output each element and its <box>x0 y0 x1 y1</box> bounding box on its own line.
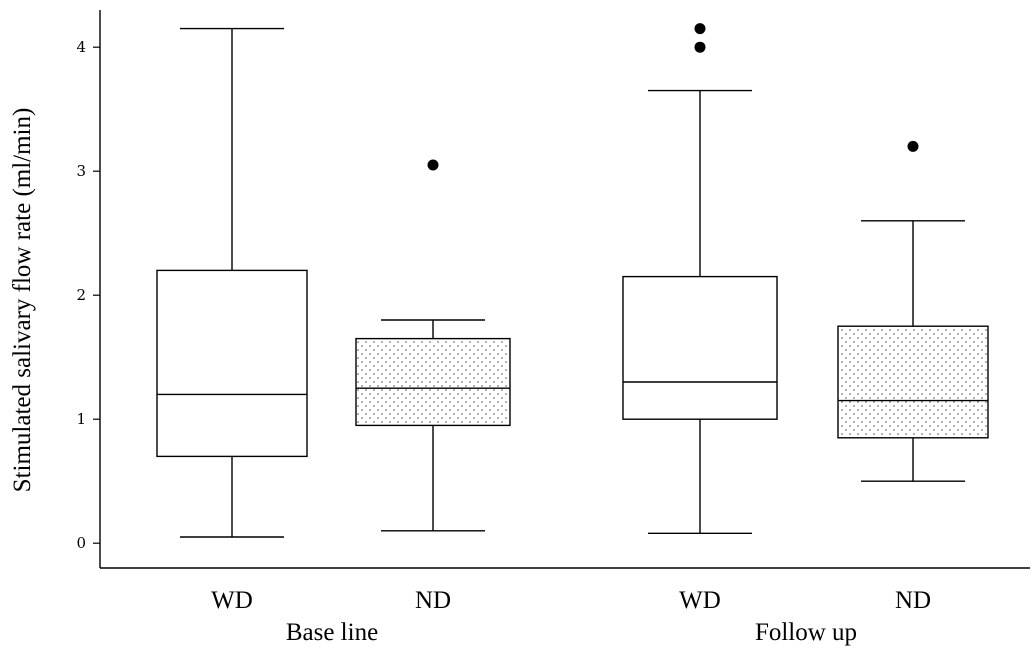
outlier-point <box>427 159 439 171</box>
box-1 <box>156 27 308 538</box>
box-iqr <box>622 275 778 420</box>
group-label: Base line <box>286 619 378 646</box>
y-tick-label: 2 <box>76 286 86 304</box>
box-3 <box>622 23 778 534</box>
outlier-point <box>907 140 919 152</box>
y-tick-label: 1 <box>76 410 86 428</box>
box-2 <box>355 159 511 532</box>
category-label: WD <box>679 587 721 614</box>
box-iqr <box>837 325 989 439</box>
box-4 <box>837 140 989 482</box>
category-label: ND <box>895 587 931 614</box>
y-axis-label: Stimulated salivary flow rate (ml/min) <box>9 108 36 493</box>
box-iqr <box>156 269 308 458</box>
y-ticks: 0 1 2 3 4 <box>76 38 100 552</box>
boxes <box>156 23 989 538</box>
x-labels: WD ND WD ND Base line Follow up <box>211 587 931 646</box>
y-tick-label: 3 <box>76 162 86 180</box>
category-label: WD <box>211 587 253 614</box>
category-label: ND <box>415 587 451 614</box>
y-tick-label: 4 <box>76 38 86 56</box>
outlier-point <box>694 23 706 35</box>
y-tick-label: 0 <box>76 534 86 552</box>
box-iqr <box>355 337 511 427</box>
group-label: Follow up <box>755 619 857 646</box>
outlier-point <box>694 41 706 53</box>
axes <box>99 10 1030 569</box>
